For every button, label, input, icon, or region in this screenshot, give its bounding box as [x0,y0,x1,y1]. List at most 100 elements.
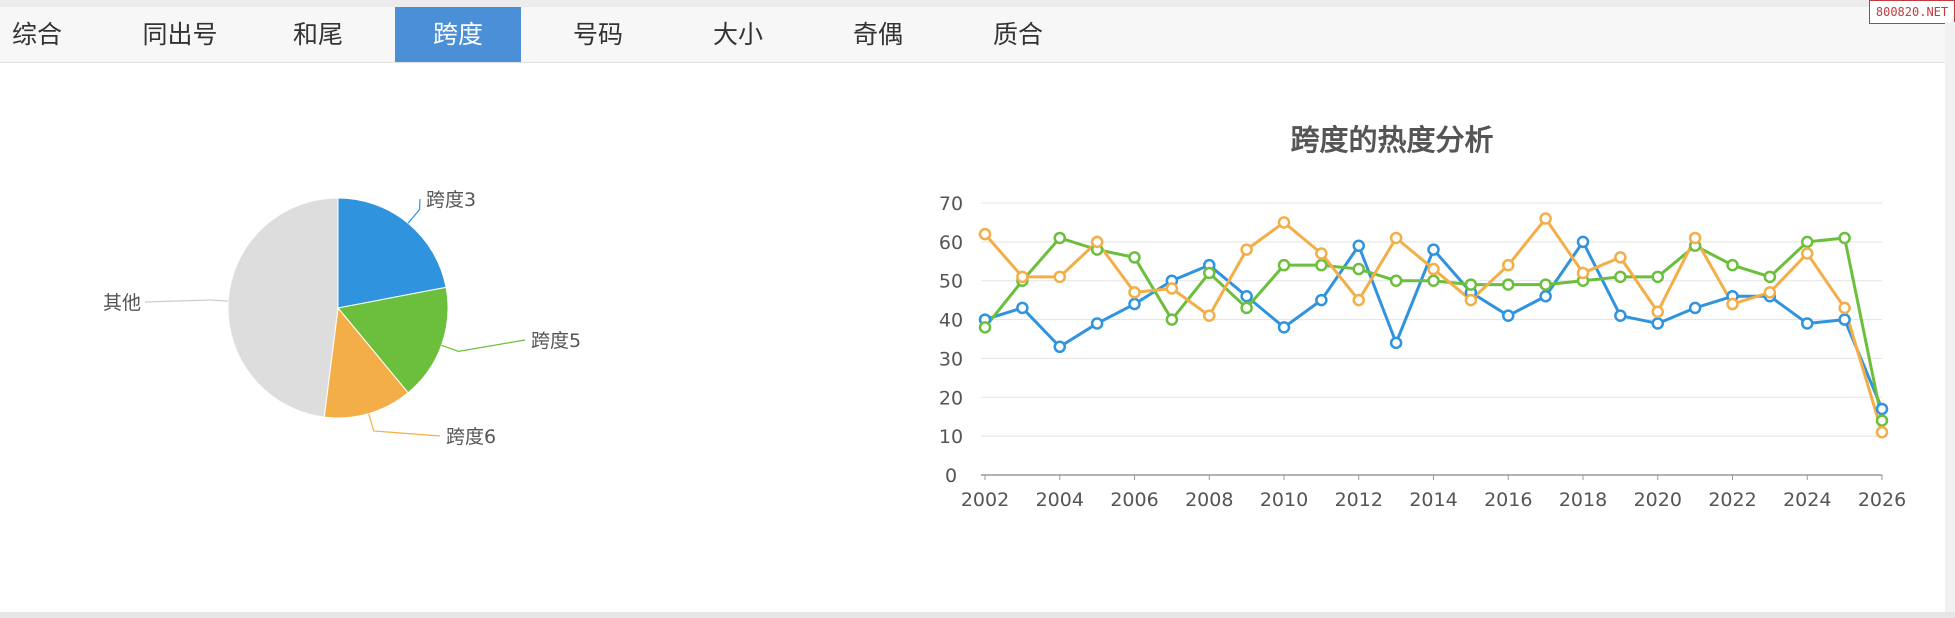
tab-overview[interactable]: 综合 [12,20,63,49]
vertical-scrollbar[interactable] [1945,22,1955,612]
data-point[interactable] [1128,286,1141,299]
data-point[interactable] [1277,321,1291,334]
data-point[interactable] [1128,251,1141,264]
pie-slice-label: 跨度5 [531,330,581,352]
data-point[interactable] [1165,313,1179,326]
data-point[interactable] [1315,258,1328,272]
pie-label-line [441,339,526,352]
data-point[interactable] [1801,247,1814,260]
data-point[interactable] [1801,235,1814,249]
data-point[interactable] [1502,258,1515,272]
data-point[interactable] [1502,309,1515,322]
data-point[interactable] [1427,262,1440,276]
data-point[interactable] [1614,270,1627,284]
site-watermark: 800820.NET [1869,0,1955,24]
data-point[interactable] [1801,317,1814,330]
data-point[interactable] [1352,262,1365,276]
data-point[interactable] [1016,270,1029,284]
data-point[interactable] [1427,274,1440,287]
x-tick-label: 2024 [1783,489,1831,511]
data-point[interactable] [1838,301,1851,315]
data-point[interactable] [1165,282,1179,295]
data-point[interactable] [1726,297,1739,311]
pie-slice[interactable] [323,306,409,419]
data-point[interactable] [1277,216,1291,229]
data-point[interactable] [1614,309,1627,322]
data-point[interactable] [1763,270,1777,284]
data-point[interactable] [1539,278,1552,291]
data-point[interactable] [1539,290,1552,303]
bottom-border [0,612,1955,618]
data-point[interactable] [1128,297,1141,311]
data-point[interactable] [1688,301,1702,315]
data-point[interactable] [1315,293,1328,307]
data-point[interactable] [1838,231,1851,245]
tab-span[interactable]: 跨度 [395,7,521,62]
top-border [0,0,1955,7]
data-point[interactable] [1053,270,1066,284]
data-point[interactable] [1352,239,1365,252]
x-tick-label: 2008 [1185,489,1233,511]
data-point[interactable] [1875,414,1889,427]
data-point[interactable] [1389,274,1403,287]
data-point[interactable] [1651,317,1664,330]
x-tick-label: 2006 [1110,489,1158,511]
data-point[interactable] [1502,278,1515,291]
tab-sum-tail[interactable]: 和尾 [292,20,343,49]
y-tick-label: 70 [939,193,963,215]
x-tick-label: 2020 [1634,489,1682,511]
data-point[interactable] [1090,235,1104,249]
data-point[interactable] [1726,258,1739,272]
data-point[interactable] [1389,231,1403,245]
data-point[interactable] [1614,251,1627,264]
data-point[interactable] [1315,247,1328,260]
data-point[interactable] [1875,426,1889,439]
data-point[interactable] [1203,266,1216,280]
data-point[interactable] [1875,402,1889,416]
tab-size[interactable]: 大小 [712,20,763,49]
data-point[interactable] [1090,317,1104,330]
data-point[interactable] [1464,293,1478,307]
data-point[interactable] [1763,286,1777,299]
data-point[interactable] [1651,270,1664,284]
x-tick-label: 2016 [1484,489,1532,511]
pie-slice[interactable] [227,197,339,418]
data-point[interactable] [1203,309,1216,322]
x-tick-label: 2014 [1409,489,1457,511]
y-tick-label: 20 [939,387,963,409]
tab-bar: 综合 同出号 和尾 跨度 号码 大小 奇偶 质合 [0,7,1955,63]
data-point[interactable] [1277,258,1291,272]
data-point[interactable] [1539,212,1552,225]
data-point[interactable] [1389,336,1403,350]
data-point[interactable] [1576,235,1590,249]
span-pie-chart: 跨度3 跨度5 跨度6 其他 [103,189,581,448]
pie-label-line [368,413,441,437]
data-point[interactable] [1576,266,1590,280]
data-point[interactable] [1352,293,1365,307]
data-point[interactable] [1240,301,1253,315]
x-tick-label: 2026 [1858,489,1906,511]
data-point[interactable] [1427,243,1440,256]
data-point[interactable] [1240,290,1253,303]
data-point[interactable] [1464,278,1478,291]
data-point[interactable] [1016,301,1029,315]
y-tick-label: 30 [939,348,963,370]
data-point[interactable] [1688,231,1702,245]
data-point[interactable] [978,227,992,241]
tab-odd-even[interactable]: 奇偶 [852,20,903,49]
tab-prime-composite[interactable]: 质合 [992,20,1043,49]
y-tick-label: 0 [945,465,957,487]
data-point[interactable] [1240,243,1253,256]
span-line-chart: 跨度的热度分析 0 10 20 30 40 50 60 70 2002 2004 2006 2008 2… [939,123,1906,511]
x-tick-label: 2022 [1708,489,1756,511]
tab-same-number[interactable]: 同出号 [142,20,218,49]
pie-slice-label: 跨度6 [446,426,496,448]
data-point[interactable] [1838,313,1851,326]
data-point[interactable] [978,321,992,334]
data-point[interactable] [1053,231,1066,245]
y-tick-label: 50 [939,271,963,293]
y-tick-label: 60 [939,232,963,254]
data-point[interactable] [1053,340,1066,354]
tab-number[interactable]: 号码 [572,20,623,49]
data-point[interactable] [1651,305,1664,319]
